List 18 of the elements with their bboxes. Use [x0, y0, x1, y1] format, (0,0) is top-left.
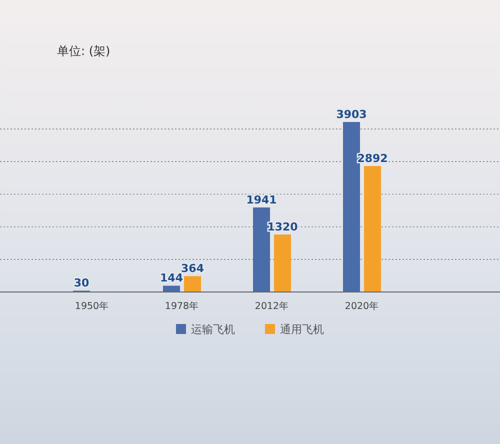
- bar: [364, 166, 381, 292]
- data-label: 1941: [246, 193, 277, 206]
- bar: [184, 276, 201, 292]
- bar: [343, 122, 360, 292]
- bar: [253, 207, 270, 292]
- legend-label: 运输飞机: [191, 323, 235, 336]
- x-tick-label: 2020年: [344, 300, 380, 312]
- text: 单位: (架): [57, 44, 110, 58]
- data-label: 364: [181, 262, 204, 276]
- x-tick-label: 1978年: [164, 300, 200, 312]
- data-label: 30: [74, 276, 90, 290]
- data-label: 3903: [336, 108, 367, 121]
- x-tick-label: 1950年: [74, 300, 110, 312]
- bar: [274, 234, 291, 292]
- data-label: 144: [160, 272, 184, 285]
- bar: [163, 286, 180, 292]
- legend-label: 通用飞机: [280, 323, 324, 336]
- x-tick-label: 2012年: [254, 300, 290, 312]
